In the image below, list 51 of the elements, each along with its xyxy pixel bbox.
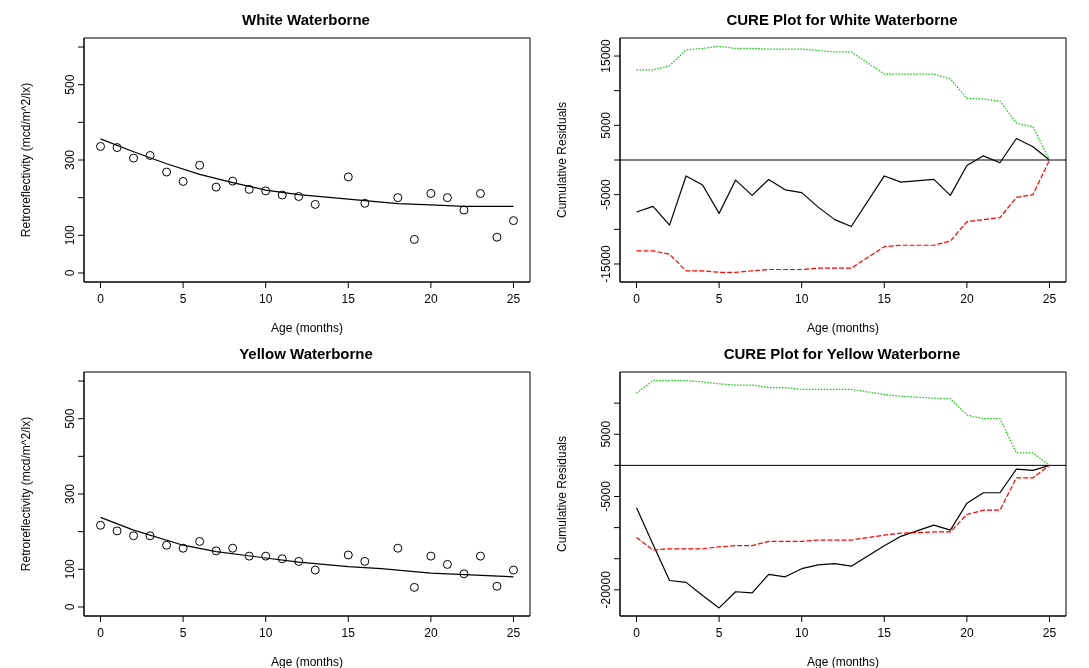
y-axis-title: Retroreflectivity (mcd/m^2/lx) [19, 416, 34, 572]
x-tick-label: 15 [877, 625, 892, 640]
y-tick-label: -20000 [599, 570, 613, 609]
chart-title: Yellow Waterborne [238, 344, 374, 364]
x-tick-label: 25 [506, 625, 521, 640]
x-axis-title: Age (months) [270, 655, 344, 668]
y-tick-label: 300 [63, 149, 77, 171]
x-tick-label: 5 [715, 291, 723, 306]
chart-title: CURE Plot for Yellow Waterborne [722, 344, 962, 364]
y-tick-label: 100 [63, 224, 77, 246]
x-tick-label: 10 [259, 625, 273, 640]
x-tick-label: 0 [633, 291, 641, 306]
x-tick-label: 10 [259, 291, 273, 306]
y-tick-label: 100 [63, 558, 77, 580]
x-tick-label: 15 [341, 291, 356, 306]
x-tick-label: 0 [97, 291, 105, 306]
x-axis-title: Age (months) [806, 321, 880, 335]
chart-title: White Waterborne [241, 10, 371, 30]
x-tick-label: 20 [424, 625, 438, 640]
y-tick-label: -5000 [599, 480, 613, 512]
x-tick-label: 25 [1042, 291, 1057, 306]
y-tick-label: 0 [63, 603, 77, 611]
x-tick-label: 25 [506, 291, 521, 306]
x-tick-label: 5 [179, 625, 187, 640]
x-axis-title: Age (months) [270, 321, 344, 335]
x-tick-label: 5 [715, 625, 723, 640]
x-tick-label: 15 [877, 291, 892, 306]
y-tick-label: 500 [63, 74, 77, 95]
x-tick-label: 0 [633, 625, 641, 640]
x-tick-label: 25 [1042, 625, 1057, 640]
x-tick-label: 15 [341, 625, 356, 640]
x-tick-label: 0 [97, 625, 105, 640]
y-axis-title: Retroreflectivity (mcd/m^2/lx) [19, 82, 34, 238]
y-tick-label: 0 [63, 269, 77, 277]
y-tick-label: 15000 [599, 39, 613, 73]
y-axis-title: Cumulative Residuals [555, 101, 570, 219]
y-tick-label: 300 [63, 483, 77, 505]
x-tick-label: 10 [795, 625, 809, 640]
y-tick-label: 500 [63, 408, 77, 429]
x-tick-label: 20 [960, 625, 974, 640]
x-tick-label: 10 [795, 291, 809, 306]
chart-title: CURE Plot for White Waterborne [725, 10, 959, 30]
y-tick-label: -5000 [599, 178, 613, 211]
y-tick-label: 5000 [599, 420, 613, 448]
x-tick-label: 20 [424, 291, 438, 306]
y-tick-label: 5000 [599, 111, 613, 139]
y-axis-title: Cumulative Residuals [555, 435, 570, 553]
x-axis-title: Age (months) [806, 655, 880, 668]
x-tick-label: 5 [179, 291, 187, 306]
y-tick-label: -15000 [599, 244, 613, 283]
x-tick-label: 20 [960, 291, 974, 306]
